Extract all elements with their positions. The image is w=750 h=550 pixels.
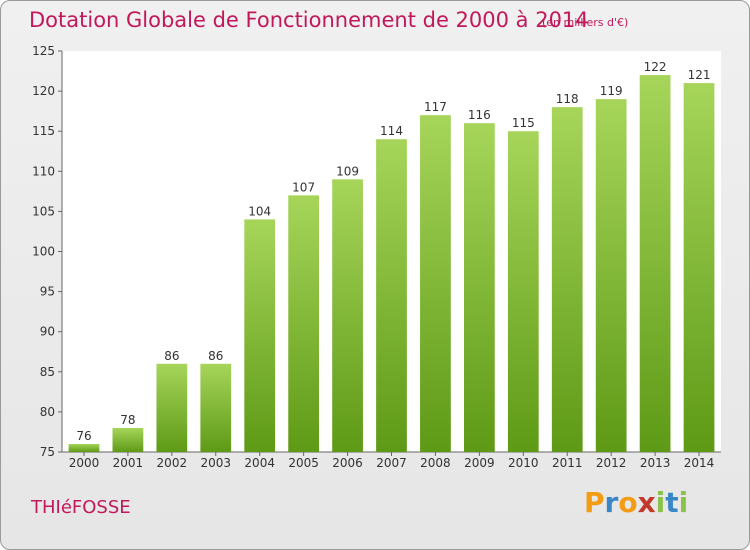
logo-letter: o: [618, 486, 638, 519]
bar-2005: [288, 195, 320, 453]
y-tick-label: 90: [40, 325, 55, 339]
x-tick-label-2004: 2004: [244, 456, 275, 470]
bar-2008: [420, 115, 451, 452]
data-label-2014: 121: [688, 68, 711, 82]
commune-name: THIéFOSSE: [31, 497, 131, 518]
y-tick-label: 105: [32, 204, 55, 218]
bar-2001: [112, 427, 144, 452]
data-label-2012: 119: [600, 84, 623, 98]
x-tick-label-2006: 2006: [332, 456, 363, 470]
y-tick-label: 115: [32, 124, 55, 138]
bar-2004: [244, 219, 276, 452]
data-label-2008: 117: [424, 100, 447, 114]
y-tick-label: 100: [32, 245, 55, 259]
logo-letter: P: [584, 486, 605, 519]
data-label-2013: 122: [644, 60, 667, 74]
logo-letter: i: [655, 486, 666, 519]
x-tick-label-2009: 2009: [464, 456, 495, 470]
data-label-2004: 104: [248, 204, 271, 218]
y-tick-label: 120: [32, 84, 55, 98]
logo-letter: x: [637, 486, 656, 519]
bar-2007: [376, 139, 407, 452]
chart-subtitle: (en milliers d'€): [542, 16, 629, 29]
data-label-2007: 114: [380, 124, 403, 138]
data-label-2003: 86: [208, 349, 223, 363]
bar-2002: [156, 363, 188, 452]
x-tick-label-2001: 2001: [113, 456, 144, 470]
x-tick-label-2008: 2008: [420, 456, 451, 470]
bar-2012: [595, 99, 627, 453]
proxiti-logo[interactable]: Proxiti: [584, 486, 688, 519]
x-tick-label-2003: 2003: [200, 456, 231, 470]
x-tick-label-2010: 2010: [508, 456, 539, 470]
x-tick-label-2013: 2013: [640, 456, 671, 470]
x-tick-label-2005: 2005: [288, 456, 319, 470]
y-tick-label: 75: [40, 445, 55, 459]
bar-2003: [200, 363, 232, 452]
data-label-2005: 107: [292, 180, 315, 194]
bar-2009: [463, 123, 495, 453]
x-tick-label-2002: 2002: [157, 456, 188, 470]
bar-2006: [332, 179, 363, 452]
bar-2010: [507, 131, 539, 452]
x-tick-label-2012: 2012: [596, 456, 627, 470]
x-tick-label-2011: 2011: [552, 456, 583, 470]
bar-2014: [683, 83, 715, 452]
x-tick-label-2000: 2000: [69, 456, 100, 470]
logo-letter: t: [665, 486, 679, 519]
y-tick-label: 85: [40, 365, 55, 379]
y-tick-label: 95: [40, 285, 55, 299]
data-label-2010: 115: [512, 116, 535, 130]
data-label-2011: 118: [556, 92, 579, 106]
bar-2013: [639, 75, 671, 452]
logo-letter: i: [678, 486, 689, 519]
data-label-2001: 78: [120, 413, 135, 427]
bar-2011: [551, 107, 583, 452]
data-label-2006: 109: [336, 164, 359, 178]
chart-title: Dotation Globale de Fonctionnement de 20…: [29, 8, 589, 32]
data-label-2002: 86: [164, 349, 179, 363]
bar-2000: [68, 443, 100, 452]
logo-letter: r: [604, 486, 619, 519]
data-label-2009: 116: [468, 108, 491, 122]
y-tick-label: 80: [40, 405, 55, 419]
x-tick-label-2014: 2014: [684, 456, 715, 470]
y-tick-label: 125: [32, 44, 55, 58]
x-tick-label-2007: 2007: [376, 456, 407, 470]
data-label-2000: 76: [76, 429, 91, 443]
y-tick-label: 110: [32, 164, 55, 178]
